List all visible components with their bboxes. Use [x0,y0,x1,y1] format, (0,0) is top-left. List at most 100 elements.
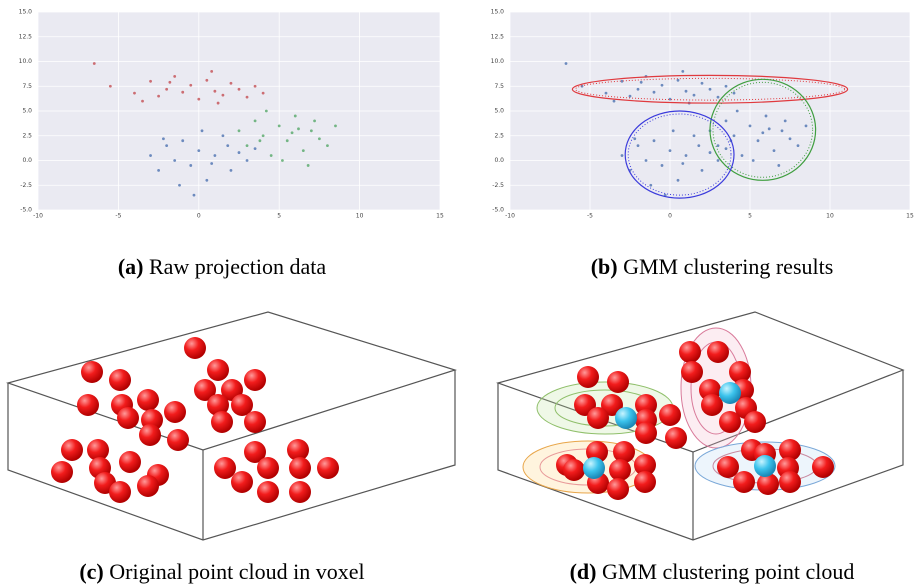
y-tick-label: 12.5 [491,33,505,40]
ball [609,459,631,481]
caption-text: GMM clustering results [623,254,833,279]
point [222,94,225,97]
point [693,94,696,97]
ball [289,457,311,479]
x-tick-label: 5 [748,213,752,220]
point [226,144,229,147]
point [178,184,181,187]
point [238,129,241,132]
ball [659,404,681,426]
ball [207,359,229,381]
point [326,144,329,147]
point [238,151,241,154]
ball [707,341,729,363]
point [307,164,310,167]
ball [744,411,766,433]
point [217,102,220,105]
point [717,144,720,147]
caption-label: (b) [591,254,618,279]
point [205,179,208,182]
y-tick-label: 7.5 [494,83,504,90]
ball [289,481,311,503]
point [613,100,616,103]
x-tick-label: 15 [906,213,914,220]
point [181,91,184,94]
point [685,90,688,93]
ball [719,382,741,404]
point [265,110,268,113]
point [213,90,216,93]
y-tick-label: 10.0 [491,58,505,65]
ball [244,411,266,433]
point [784,120,787,123]
ball [681,361,703,383]
point [701,82,704,85]
ball [733,471,755,493]
point [259,139,262,142]
ball [587,407,609,429]
caption: (b) GMM clustering results [591,254,834,279]
point [669,149,672,152]
point [685,154,688,157]
point [749,124,752,127]
y-tick-label: 12.5 [19,33,33,40]
point [741,154,744,157]
point [262,92,265,95]
point [681,70,684,73]
y-tick-label: -5.0 [492,207,504,214]
point [246,144,249,147]
caption: (c) Original point cloud in voxel [79,559,364,584]
x-tick-label: 10 [826,213,834,220]
point [254,85,257,88]
point [254,120,257,123]
point [149,154,152,157]
point [733,134,736,137]
point [318,137,321,140]
point [93,62,96,65]
point [725,147,728,150]
y-tick-label: 10.0 [19,58,33,65]
y-tick-label: -5.0 [20,207,32,214]
point [672,129,675,132]
point [189,84,192,87]
ball [607,371,629,393]
point [210,162,213,165]
point [805,124,808,127]
caption-text: Original point cloud in voxel [109,559,364,584]
point [717,159,720,162]
point [681,162,684,165]
ball [244,369,266,391]
ball [164,401,186,423]
ball [167,429,189,451]
ball [754,455,776,477]
point [334,124,337,127]
y-tick-label: 5.0 [22,108,32,115]
ball [184,337,206,359]
ball [257,457,279,479]
point [565,62,568,65]
point [649,184,652,187]
point [677,79,680,82]
point [697,144,700,147]
point [797,144,800,147]
ball [779,471,801,493]
ball [679,341,701,363]
point [109,85,112,88]
point [281,159,284,162]
point [789,137,792,140]
ball [51,461,73,483]
point [294,115,297,118]
x-tick-label: 5 [277,213,281,220]
point [661,84,664,87]
ball [81,361,103,383]
caption-text: GMM clustering point cloud [602,559,854,584]
point [270,154,273,157]
point [761,131,764,134]
ball [317,457,339,479]
point [701,169,704,172]
point [246,159,249,162]
ball [109,481,131,503]
point [205,79,208,82]
ball [211,411,233,433]
point [629,95,632,98]
